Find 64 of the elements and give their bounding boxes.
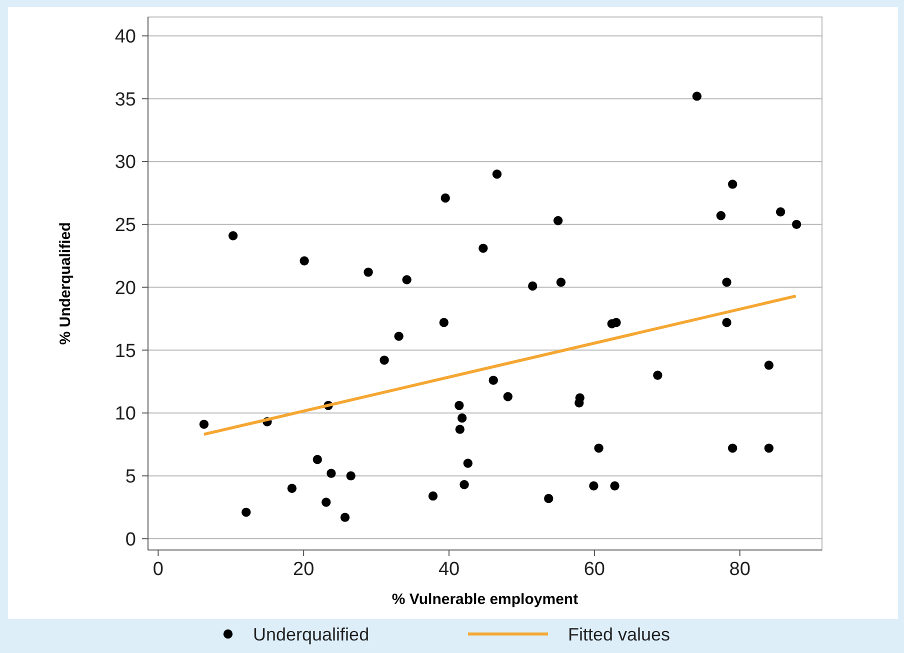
- point: [199, 420, 209, 429]
- point: [716, 211, 726, 220]
- point: [728, 180, 738, 189]
- point: [364, 268, 373, 277]
- point: [428, 491, 438, 501]
- point: [722, 318, 732, 328]
- point: [394, 332, 404, 341]
- x-tick-label: 20: [293, 559, 314, 580]
- x-tick-label: 60: [584, 559, 605, 580]
- point: [589, 481, 598, 490]
- point: [692, 92, 702, 101]
- point: [553, 216, 563, 226]
- point: [322, 498, 331, 507]
- y-tick-label: 25: [114, 215, 136, 236]
- point: [326, 468, 336, 478]
- point: [764, 444, 774, 453]
- legend-label: Underqualified: [253, 624, 370, 644]
- y-tick-label: 0: [125, 529, 136, 550]
- point: [528, 281, 538, 291]
- point: [242, 508, 251, 517]
- x-tick-label: 40: [438, 559, 460, 580]
- point: [503, 392, 513, 402]
- point: [575, 393, 584, 402]
- legend-label: Fitted values: [568, 624, 670, 644]
- point: [439, 318, 449, 328]
- point: [287, 484, 297, 494]
- y-tick-label: 10: [114, 404, 136, 425]
- point: [488, 376, 498, 385]
- point: [610, 481, 620, 490]
- point: [440, 193, 450, 203]
- point: [478, 244, 488, 253]
- y-tick-label: 5: [125, 466, 136, 488]
- point: [792, 220, 802, 230]
- point: [653, 370, 662, 380]
- point: [454, 400, 464, 410]
- x-tick-label: 0: [152, 559, 164, 580]
- y-tick-label: 40: [114, 26, 136, 48]
- point: [492, 170, 502, 179]
- x-tick-label: 80: [729, 559, 750, 580]
- point: [340, 512, 350, 522]
- point: [300, 256, 309, 266]
- point: [380, 356, 389, 365]
- y-tick-label: 30: [114, 152, 136, 174]
- point: [346, 471, 356, 480]
- point: [776, 207, 786, 216]
- point: [556, 278, 566, 287]
- point: [312, 454, 322, 464]
- point: [722, 278, 732, 287]
- x-axis-title: % Vulnerable employment: [392, 591, 578, 608]
- point: [402, 275, 412, 284]
- y-axis-title: % Underqualified: [57, 222, 74, 345]
- point: [228, 231, 238, 240]
- point: [764, 360, 774, 370]
- point: [594, 444, 604, 453]
- point: [544, 494, 554, 504]
- y-tick-label: 15: [114, 340, 136, 362]
- point: [463, 458, 473, 468]
- point: [455, 424, 465, 434]
- point: [457, 413, 467, 423]
- point: [728, 444, 738, 453]
- y-tick-label: 20: [114, 278, 136, 299]
- point: [612, 318, 621, 328]
- point: [460, 480, 469, 490]
- y-tick-label: 35: [114, 89, 136, 110]
